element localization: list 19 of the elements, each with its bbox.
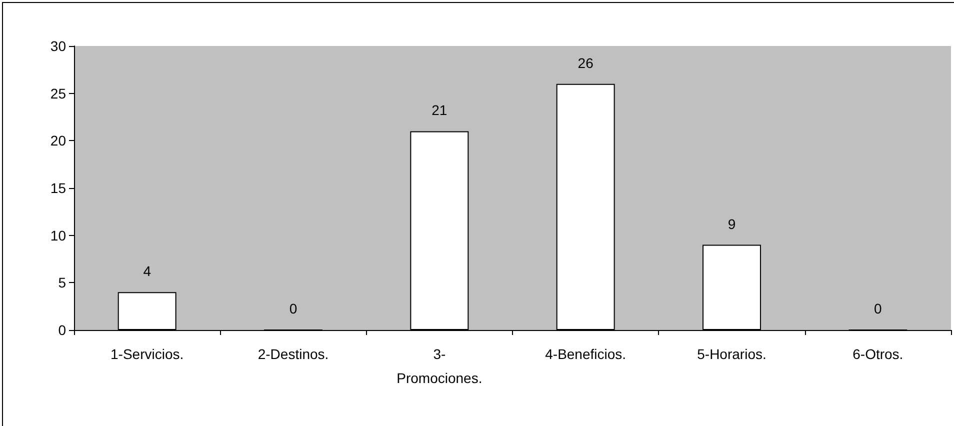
x-tick-label: 3-Promociones. [396, 346, 482, 386]
data-label: 0 [874, 300, 882, 316]
y-tick-label: 10 [50, 227, 66, 244]
data-label: 9 [728, 216, 736, 232]
y-tick-label: 0 [58, 322, 66, 338]
data-label: 21 [432, 102, 448, 118]
y-tick-label: 5 [58, 274, 66, 291]
x-tick-label: 1-Servicios. [110, 346, 184, 362]
data-label: 4 [143, 263, 152, 280]
y-tick-label: 20 [50, 132, 66, 149]
x-tick-label: 2-Destinos. [258, 346, 329, 362]
x-tick-label: 5-Horarios. [697, 346, 766, 362]
data-label: 0 [289, 300, 298, 316]
x-tick-label: 4-Beneficios. [545, 346, 626, 362]
y-tick-label: 15 [50, 180, 66, 196]
y-tick-label: 25 [50, 85, 66, 102]
data-label: 26 [578, 54, 594, 71]
x-tick-label: 6-Otros. [852, 346, 904, 362]
y-tick-label: 30 [50, 38, 66, 54]
